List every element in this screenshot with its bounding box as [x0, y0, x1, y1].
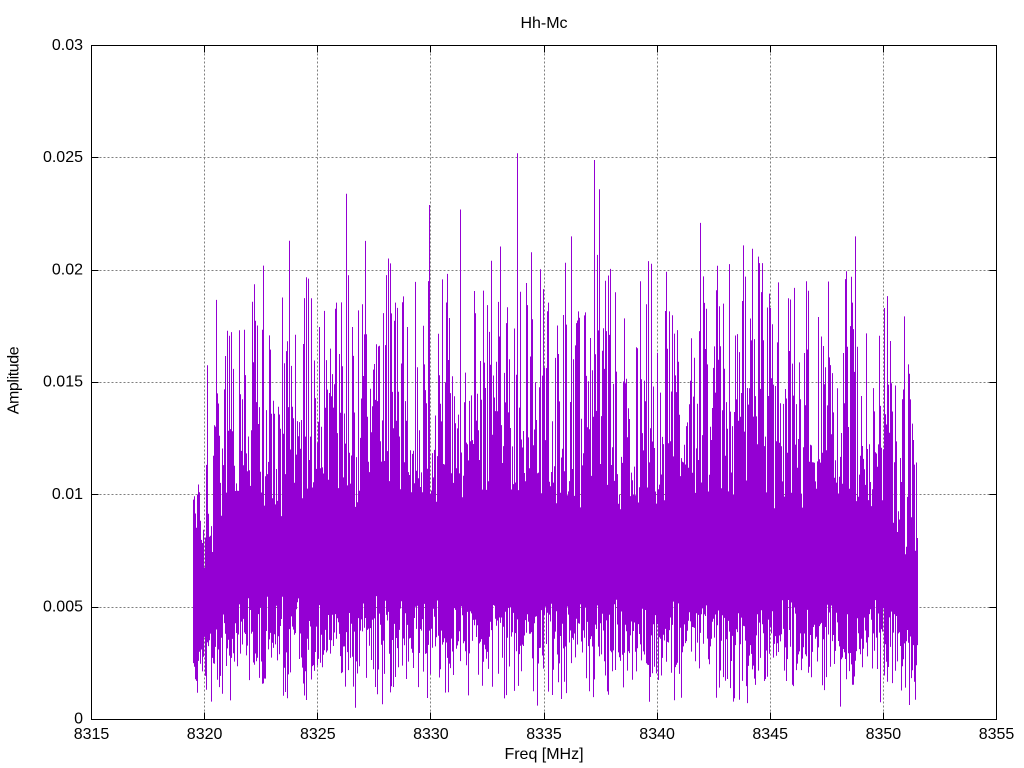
svg-text:0.03: 0.03: [52, 37, 83, 54]
svg-text:8345: 8345: [752, 726, 788, 743]
svg-text:0: 0: [74, 711, 83, 728]
svg-text:Hh-Mc: Hh-Mc: [520, 15, 567, 32]
svg-text:8320: 8320: [187, 726, 223, 743]
svg-text:0.015: 0.015: [43, 374, 83, 391]
svg-text:0.02: 0.02: [52, 261, 83, 278]
svg-text:0.025: 0.025: [43, 149, 83, 166]
svg-text:0.01: 0.01: [52, 486, 83, 503]
svg-text:8325: 8325: [300, 726, 336, 743]
svg-text:8315: 8315: [74, 726, 110, 743]
svg-text:8340: 8340: [639, 726, 675, 743]
svg-text:0.005: 0.005: [43, 598, 83, 615]
svg-text:8355: 8355: [979, 726, 1015, 743]
svg-text:8350: 8350: [866, 726, 902, 743]
svg-text:Amplitude: Amplitude: [6, 346, 23, 414]
svg-text:8330: 8330: [413, 726, 449, 743]
svg-text:8335: 8335: [526, 726, 562, 743]
svg-text:Freq [MHz]: Freq [MHz]: [504, 746, 583, 763]
